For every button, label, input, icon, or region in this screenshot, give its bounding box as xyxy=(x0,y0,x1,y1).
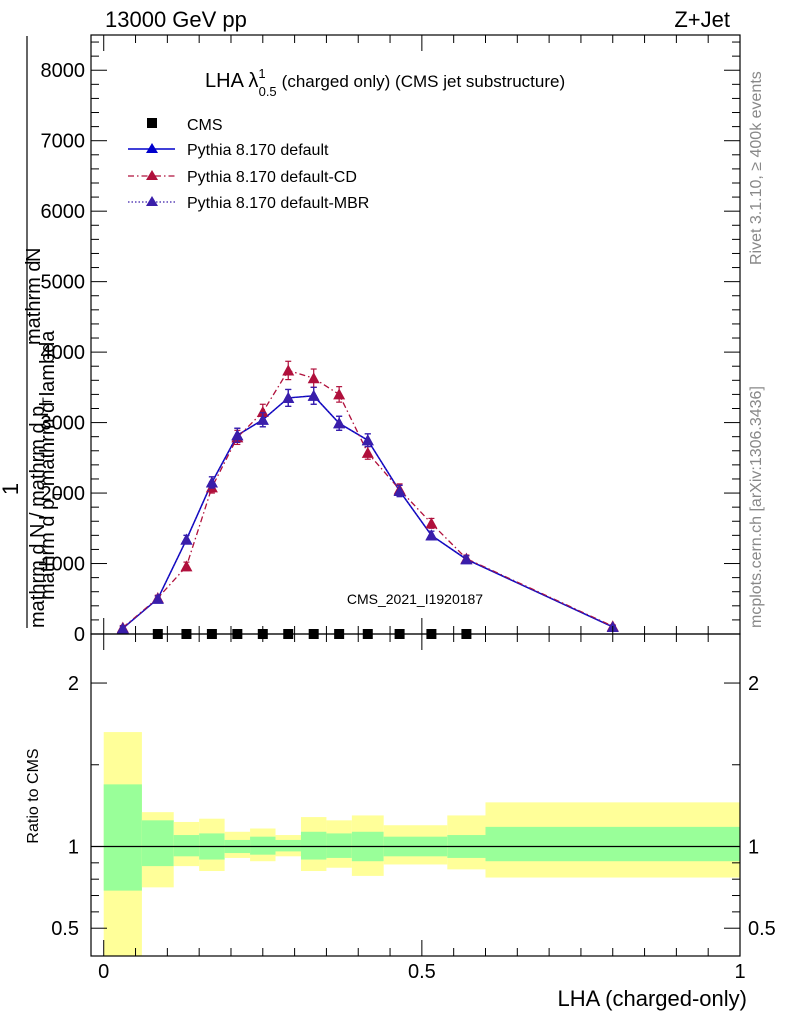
series-2-point-6 xyxy=(282,391,295,403)
ylabel-numerator-bottom: N xyxy=(23,248,45,262)
series-line-1 xyxy=(122,369,614,629)
title-main: LHA λ xyxy=(205,70,258,92)
title-sup: 1 xyxy=(258,66,265,81)
ratio-xlabel: LHA (charged-only) xyxy=(557,986,747,1011)
series-2-point-5 xyxy=(256,413,269,425)
chart-title: LHA λ1 0.5 (charged only) (CMS jet substru… xyxy=(205,66,565,99)
legend: CMS Pythia 8.170 default Pythia 8.170 de… xyxy=(128,117,369,212)
main-ytick-label-8: 8000 xyxy=(41,60,86,82)
main-ytick-label-7: 7000 xyxy=(41,131,86,153)
ratio-inner-band-0 xyxy=(103,784,142,891)
ratio-ytick-label-right-0: 0.5 xyxy=(748,918,776,940)
ratio-inner-band-1 xyxy=(141,820,174,867)
energy-label: 13000 GeV pp xyxy=(105,7,247,32)
ratio-inner-band-6 xyxy=(275,839,301,852)
ratio-ytick-label-left-1: 1 xyxy=(68,836,79,858)
ratio-panel: 0.5 0.51 12 20 0.5 1 Ratio to CMS LHA (charge… xyxy=(25,633,776,1011)
ratio-inner-band-2 xyxy=(173,835,200,857)
main-ytick-label-0: 0 xyxy=(74,624,85,646)
ratio-xtick-label-0: 0 xyxy=(98,961,109,983)
series-2-point-2 xyxy=(180,533,193,545)
ratio-inner-band-8 xyxy=(326,833,352,858)
legend-label-default: Pythia 8.170 default xyxy=(187,142,329,159)
series-2-point-0 xyxy=(116,622,129,634)
ylabel-second-denominator: mathrm d pTmathrm d lambda xyxy=(37,330,65,600)
ratio-inner-band-5 xyxy=(250,836,276,855)
series-2-point-4 xyxy=(231,429,244,441)
ratio-inner-band-13 xyxy=(485,826,740,862)
series-1-point-11 xyxy=(425,517,438,529)
main-ytick-label-4: 4000 xyxy=(41,342,86,364)
ylabel-prefix: 1 xyxy=(0,483,23,495)
series-1-point-9 xyxy=(361,446,374,458)
series-1-point-7 xyxy=(307,372,320,384)
series-1-point-5 xyxy=(256,406,269,418)
legend-label-cd: Pythia 8.170 default-CD xyxy=(187,169,357,186)
main-ytick-label-3: 3000 xyxy=(41,413,86,435)
series-1-point-2 xyxy=(180,560,193,572)
series-2-point-9 xyxy=(361,434,374,446)
legend-marker-default xyxy=(146,143,158,153)
series-1-point-8 xyxy=(333,388,346,400)
legend-marker-cd xyxy=(146,170,158,180)
ratio-ylabel: Ratio to CMS xyxy=(25,748,42,843)
mcplots-note: mcplots.cern.ch [arXiv:1306.3436] xyxy=(748,386,765,628)
title-sub: 0.5 xyxy=(259,84,277,99)
legend-marker-mbr xyxy=(146,196,158,206)
ylabel-denominator: mathrm d N / mathrm d pT xyxy=(27,397,55,628)
rivet-note: Rivet 3.1.10, ≥ 400k events xyxy=(748,71,765,265)
ratio-xtick-label-2: 1 xyxy=(734,961,745,983)
watermark: CMS_2021_I1920187 xyxy=(347,591,483,607)
main-ytick-label-6: 6000 xyxy=(41,201,86,223)
series-2-point-8 xyxy=(333,417,346,429)
series-1-point-6 xyxy=(282,364,295,376)
legend-marker-cms xyxy=(147,118,157,128)
series-2-point-3 xyxy=(205,476,218,488)
ratio-inner-band-7 xyxy=(300,831,327,860)
ylabel-numerator-top: mathrm d xyxy=(23,261,45,345)
title-rest: (charged only) (CMS jet substructure) xyxy=(282,72,565,91)
ratio-ytick-label-right-1: 1 xyxy=(748,836,759,858)
series-2-point-7 xyxy=(307,389,320,401)
ratio-ytick-label-right-2: 2 xyxy=(748,673,759,695)
main-ytick-label-5: 5000 xyxy=(41,272,86,294)
main-ylabel: 1 mathrm d N / mathrm d pT mathrm d N ma… xyxy=(0,36,65,628)
series-2-point-11 xyxy=(425,529,438,541)
process-label: Z+Jet xyxy=(674,7,730,32)
series-2-point-12 xyxy=(460,553,473,565)
legend-label-cms: CMS xyxy=(187,117,223,134)
ratio-ytick-label-left-0: 0.5 xyxy=(51,918,79,940)
series-2-point-10 xyxy=(393,484,406,496)
series-2-point-1 xyxy=(151,592,164,604)
main-ytick-label-1: 1000 xyxy=(41,554,86,576)
ratio-xtick-label-1: 0.5 xyxy=(408,961,436,983)
main-ytick-label-2: 2000 xyxy=(41,483,86,505)
ratio-ytick-label-left-2: 2 xyxy=(68,673,79,695)
ratio-frame xyxy=(90,633,741,957)
legend-label-mbr: Pythia 8.170 default-MBR xyxy=(187,195,369,212)
